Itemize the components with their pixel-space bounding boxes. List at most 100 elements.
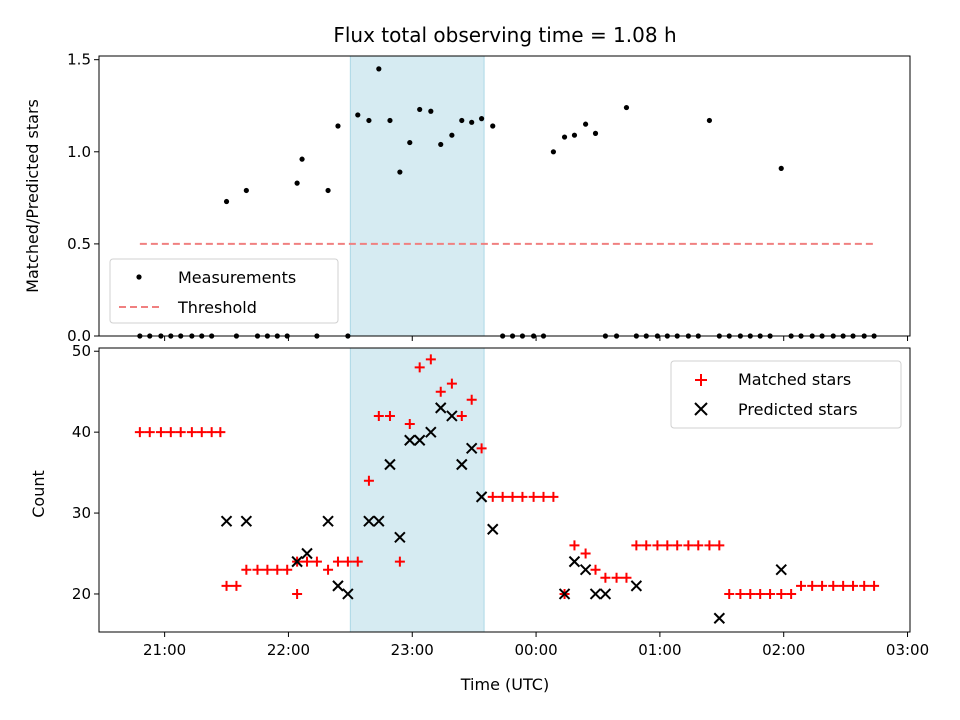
predicted-star-point xyxy=(487,523,499,535)
predicted-star-point xyxy=(558,588,571,600)
x-tick-label: 23:00 xyxy=(391,641,434,659)
measurement-point xyxy=(550,149,557,155)
matched-star-point xyxy=(517,491,528,502)
x-tick-label: 00:00 xyxy=(514,641,557,659)
matched-star-point xyxy=(456,410,467,421)
matched-star-point xyxy=(838,580,849,591)
matched-star-point xyxy=(252,564,263,575)
matched-star-point xyxy=(662,540,673,551)
matched-star-point xyxy=(282,564,293,575)
matched-star-point xyxy=(215,427,226,438)
y-tick-label: 30 xyxy=(72,504,91,522)
matched-star-point xyxy=(175,427,186,438)
top-axes-frame xyxy=(98,55,911,337)
matched-star-point xyxy=(735,588,746,599)
bottom-axes-frame xyxy=(98,347,911,633)
matched-star-point xyxy=(693,540,704,551)
measurement-point xyxy=(449,132,455,138)
measurement-point xyxy=(459,117,465,124)
legend-threshold-label: Threshold xyxy=(177,298,257,317)
measurement-point xyxy=(243,187,249,194)
chart-title: Flux total observing time = 1.08 h xyxy=(333,23,676,47)
matched-star-point xyxy=(302,556,313,567)
matched-star-point xyxy=(394,556,405,567)
predicted-star-point xyxy=(775,563,787,576)
measurement-point xyxy=(583,121,589,127)
matched-star-point xyxy=(704,540,715,551)
legend-measurements-label: Measurements xyxy=(178,268,296,287)
matched-star-point xyxy=(600,572,611,583)
bottom-legend: Matched stars Predicted stars xyxy=(670,360,902,429)
top-y-axis-label: Matched/Predicted stars xyxy=(23,99,42,293)
predicted-star-point xyxy=(291,555,303,568)
matched-star-point xyxy=(548,491,559,502)
legend-predicted-marker xyxy=(694,402,708,416)
matched-star-point xyxy=(859,580,870,591)
predicted-star-point xyxy=(404,434,416,446)
matched-star-point xyxy=(446,378,457,389)
predicted-star-point xyxy=(301,547,313,560)
matched-star-point xyxy=(425,354,436,365)
y-tick-label: 1.0 xyxy=(67,143,91,161)
y-tick-label: 50 xyxy=(72,342,91,360)
matched-star-point xyxy=(828,580,839,591)
predicted-star-point xyxy=(322,515,334,527)
matched-star-point xyxy=(311,556,322,567)
matched-star-point xyxy=(155,427,166,438)
matched-star-point xyxy=(683,540,694,551)
predicted-star-point xyxy=(465,442,478,455)
matched-star-point xyxy=(476,443,487,454)
predicted-star-point xyxy=(373,515,385,527)
matched-star-point xyxy=(817,580,828,591)
bottom-y-ticks: 20 30 40 50 xyxy=(72,342,99,603)
predicted-star-point xyxy=(599,588,612,600)
matched-star-point xyxy=(765,588,776,599)
matched-star-point xyxy=(631,540,642,551)
measurement-point xyxy=(561,134,568,140)
predicted-star-point xyxy=(342,588,354,600)
matched-star-point xyxy=(373,410,384,421)
bottom-y-axis-label: Count xyxy=(29,470,48,518)
measurement-point xyxy=(294,180,300,186)
bottom-marks xyxy=(134,354,880,624)
matched-star-point xyxy=(165,427,176,438)
matched-star-point xyxy=(186,427,197,438)
matched-star-point xyxy=(342,556,353,567)
top-legend: Measurements Threshold xyxy=(109,258,339,324)
y-tick-label: 1.5 xyxy=(67,51,91,69)
matched-star-point xyxy=(487,491,498,502)
measurement-point xyxy=(778,165,784,171)
measurement-point xyxy=(438,141,444,148)
matched-star-point xyxy=(262,564,273,575)
bottom-x-ticks: 21:00 22:00 23:00 00:00 01:00 02:00 03:00 xyxy=(143,632,929,659)
predicted-star-point xyxy=(384,458,396,471)
matched-star-point xyxy=(352,556,363,567)
matched-star-point xyxy=(134,427,145,438)
y-tick-label: 0.0 xyxy=(67,327,91,345)
predicted-star-point xyxy=(568,555,581,568)
matched-star-point xyxy=(580,548,591,559)
top-highlight-span xyxy=(349,55,485,337)
legend-predicted-label: Predicted stars xyxy=(738,400,858,419)
predicted-star-point xyxy=(220,515,233,527)
bottom-panel: 20 30 40 50 21:00 22:00 23:00 00:00 01:00 02:00 0… xyxy=(29,342,929,694)
measurement-point xyxy=(366,117,372,124)
measurement-point xyxy=(397,169,403,175)
predicted-star-point xyxy=(630,580,643,592)
matched-star-point xyxy=(323,564,334,575)
predicted-star-point xyxy=(394,531,406,544)
measurement-point xyxy=(387,117,393,124)
matched-star-point xyxy=(755,588,766,599)
legend-matched-label: Matched stars xyxy=(738,370,851,389)
matched-star-point xyxy=(796,580,807,591)
bottom-legend-frame xyxy=(670,360,902,429)
matched-star-point xyxy=(404,419,415,430)
matched-star-point xyxy=(569,540,580,551)
top-x-ticks xyxy=(164,336,909,341)
measurement-point xyxy=(623,104,630,111)
predicted-star-point xyxy=(425,426,437,438)
matched-star-point xyxy=(221,580,232,591)
y-tick-label: 20 xyxy=(72,585,91,603)
top-panel: 0.0 0.5 1.0 1.5 Matched/Predicted stars Mea… xyxy=(23,51,911,345)
